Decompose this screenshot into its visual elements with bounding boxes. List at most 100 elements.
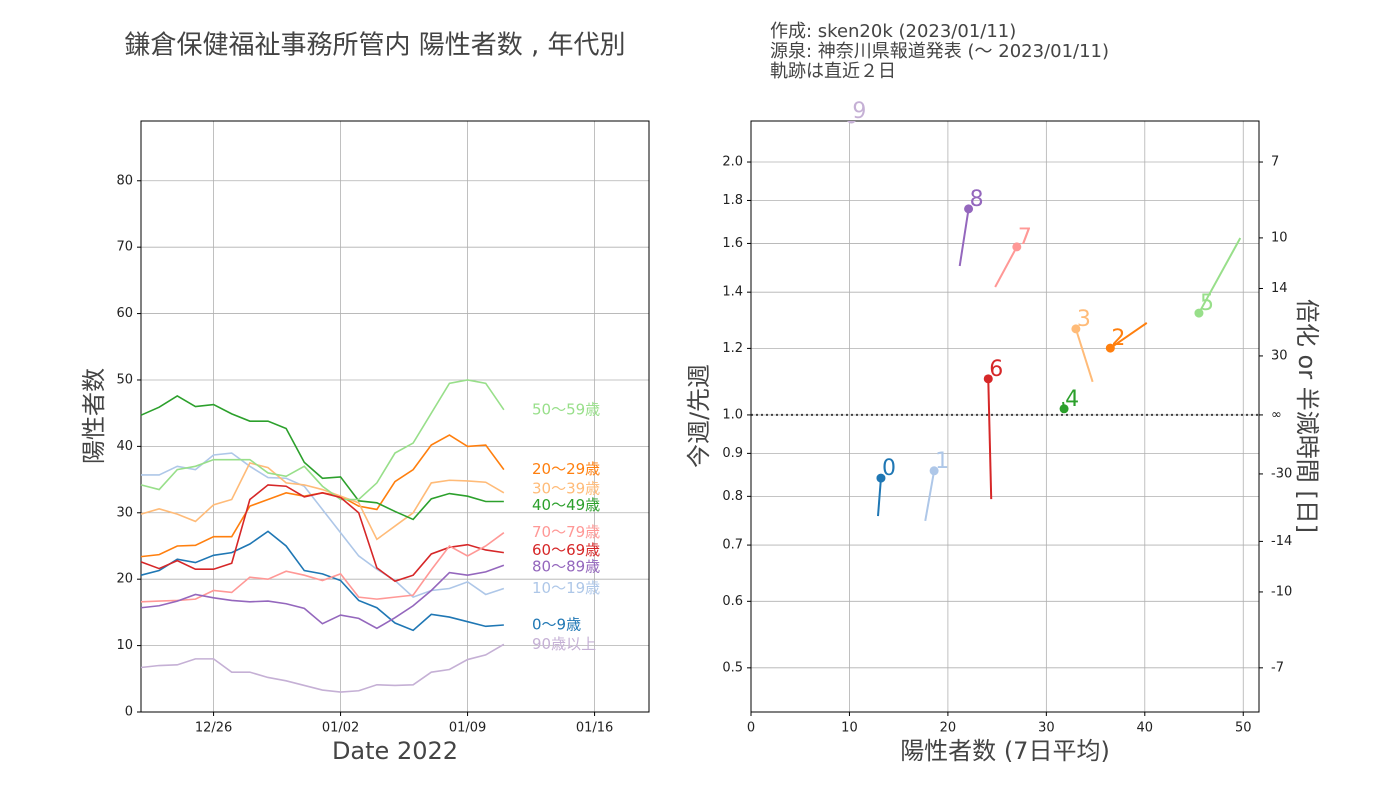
y-tick-label: 0.8 — [722, 489, 743, 504]
series-label: 30〜39歳 — [532, 479, 600, 497]
point-label: 3 — [1077, 307, 1091, 332]
y2-tick-label: 30 — [1271, 348, 1288, 363]
point — [1071, 324, 1081, 334]
y-tick-label: 0.5 — [722, 660, 743, 675]
point — [1194, 308, 1204, 318]
point-label: 7 — [1018, 225, 1032, 250]
y2-tick-label: -14 — [1271, 534, 1292, 549]
trail — [1198, 237, 1242, 314]
point — [1012, 242, 1022, 252]
plot-area — [847, 88, 1242, 522]
y-tick-label: 10 — [116, 638, 133, 653]
y-tick-label: 70 — [116, 240, 133, 255]
series-label: 70〜79歳 — [532, 523, 600, 541]
y2-tick-label: 7 — [1271, 155, 1279, 170]
point-label: 5 — [1200, 291, 1214, 316]
trail — [987, 378, 993, 500]
trail — [994, 246, 1018, 288]
data-line — [140, 379, 505, 501]
y2-tick-label: 14 — [1271, 281, 1288, 296]
data-line — [140, 484, 504, 583]
point-label: 8 — [970, 187, 984, 212]
trail — [958, 208, 970, 267]
y2-tick-label: -10 — [1271, 584, 1292, 599]
series-label: 20〜29歳 — [532, 460, 600, 478]
y-tick-label: 2.0 — [722, 155, 743, 170]
series-label: 40〜49歳 — [532, 496, 600, 514]
y-tick-label: 1.2 — [722, 341, 743, 356]
series-label: 90歳以上 — [532, 635, 596, 653]
y-tick-label: 1.8 — [722, 193, 743, 208]
y-tick-label: 30 — [116, 505, 133, 520]
data-line — [140, 564, 505, 630]
y-axis-label: 今週/先週 — [685, 364, 713, 468]
y-tick-label: 0.6 — [722, 594, 743, 609]
plot-frame — [140, 120, 650, 713]
point — [929, 466, 939, 476]
y2-axis-label: 倍化 or 半減時間 [日] — [1293, 299, 1321, 533]
trail — [850, 88, 851, 119]
x-tick-label: 20 — [940, 721, 957, 736]
plot-frame — [750, 120, 1260, 713]
series-label: 0〜9歳 — [532, 616, 581, 634]
point-label: 4 — [1065, 387, 1079, 412]
point-label: 9 — [852, 99, 866, 124]
trail — [877, 478, 882, 517]
trail — [1074, 328, 1094, 383]
point — [876, 473, 886, 483]
series-label: 60〜69歳 — [532, 541, 600, 559]
y-axis-label: 陽性者数 — [80, 368, 108, 464]
point-label: 6 — [989, 357, 1003, 382]
y-tick-label: 1.0 — [722, 407, 743, 422]
data-line — [140, 394, 504, 521]
x-axis-label: Date 2022 — [332, 737, 458, 765]
note: 軌跡は直近２日 — [770, 61, 896, 82]
y-tick-label: 50 — [116, 372, 133, 387]
data-line — [140, 532, 505, 603]
point — [964, 204, 974, 214]
point-label: 1 — [935, 449, 949, 474]
x-tick-label: 0 — [747, 721, 755, 736]
point-label: 2 — [1111, 326, 1125, 351]
point — [1105, 343, 1115, 353]
y-tick-label: 0.7 — [722, 538, 743, 553]
y2-tick-label: ∞ — [1271, 407, 1282, 422]
data-line — [140, 434, 505, 558]
series-label: 80〜89歳 — [532, 558, 600, 576]
y2-tick-label: -30 — [1271, 466, 1292, 481]
y-tick-label: 1.6 — [722, 236, 743, 251]
y2-tick-label: 10 — [1271, 230, 1288, 245]
y-tick-label: 40 — [116, 439, 133, 454]
x-axis-label: 陽性者数 (7日平均) — [900, 737, 1110, 765]
y-tick-label: 1.4 — [722, 285, 743, 300]
x-tick-label: 10 — [841, 721, 858, 736]
point — [1059, 404, 1069, 414]
y-tick-label: 80 — [116, 173, 133, 188]
x-tick-label: 50 — [1235, 721, 1252, 736]
x-tick-label: 12/26 — [195, 721, 232, 736]
point-label: 0 — [882, 456, 896, 481]
point — [847, 121, 856, 124]
y-tick-label: 60 — [116, 306, 133, 321]
x-tick-label: 01/09 — [449, 721, 486, 736]
chart-title: 鎌倉保健福祉事務所管内 陽性者数 , 年代別 — [124, 31, 625, 61]
data-line — [140, 643, 505, 693]
data-line — [141, 452, 505, 599]
note: 作成: sken20k (2023/01/11) — [770, 21, 1016, 42]
data-line — [140, 462, 505, 541]
x-tick-label: 30 — [1038, 721, 1055, 736]
series-label: 10〜19歳 — [532, 579, 600, 597]
y-tick-label: 0.9 — [722, 446, 743, 461]
y2-tick-label: -7 — [1271, 660, 1284, 675]
trail — [924, 470, 936, 522]
x-tick-label: 40 — [1137, 721, 1154, 736]
x-tick-label: 01/16 — [576, 721, 613, 736]
x-tick-label: 01/02 — [322, 721, 359, 736]
trail — [1109, 322, 1148, 349]
series-label: 50〜59歳 — [532, 400, 600, 418]
y-tick-label: 20 — [116, 572, 133, 587]
data-line — [140, 530, 504, 632]
point — [983, 374, 993, 384]
y-tick-label: 0 — [125, 705, 133, 720]
